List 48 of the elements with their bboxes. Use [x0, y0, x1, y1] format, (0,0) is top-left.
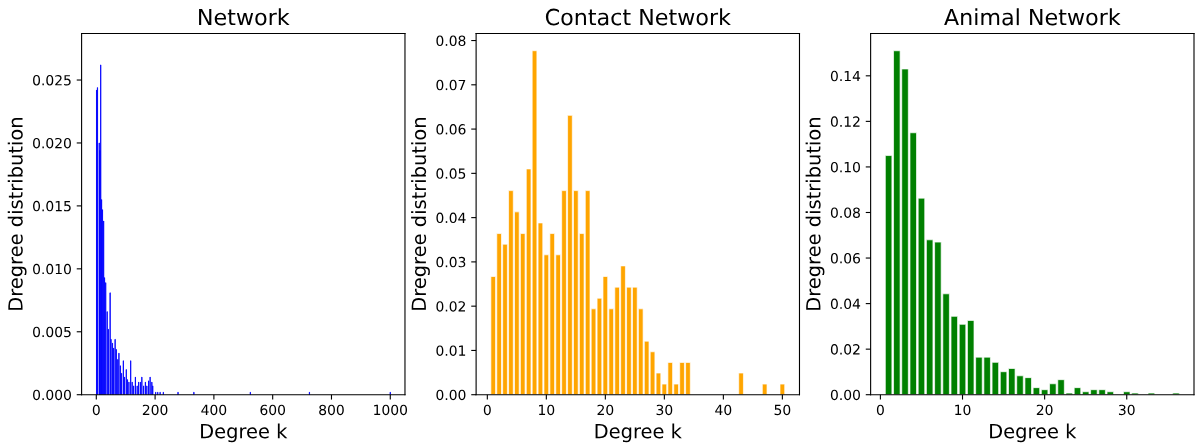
x-tick-label: 400 [201, 404, 227, 416]
x-tick-label: 20 [597, 404, 614, 416]
y-tick-label: 0.02 [830, 344, 860, 355]
x-axis-title: Degree k [990, 423, 1077, 443]
x-tick-label: 10 [539, 404, 555, 416]
y-tick-label: 0.010 [33, 263, 71, 275]
y-axis-title: Dregree distribution [411, 118, 430, 310]
x-tick-label: 200 [142, 404, 168, 416]
y-tick-label: 0.07 [436, 79, 466, 91]
y-tick-label: 0.10 [830, 161, 860, 173]
chart-title: Animal Network [944, 8, 1121, 26]
y-axis-title: Dregree distribution [7, 118, 27, 310]
x-tick-label: 0 [876, 404, 884, 416]
x-tick-label: 50 [774, 404, 791, 416]
x-tick-label: 1000 [374, 404, 408, 416]
x-tick-label: 0 [92, 404, 100, 416]
x-tick-label: 40 [715, 404, 732, 416]
y-tick-label: 0.00 [436, 389, 466, 401]
chart-title: Contact Network [545, 8, 731, 26]
x-axis-title: Degree k [595, 423, 682, 443]
x-tick-label: 0 [483, 404, 491, 416]
y-axis-title: Dregree distribution [805, 118, 825, 310]
y-tick-label: 0.05 [436, 168, 466, 179]
y-tick-label: 0.015 [33, 200, 71, 212]
y-tick-label: 0.06 [830, 253, 861, 264]
y-tick-label: 0.08 [436, 35, 466, 47]
y-tick-label: 0.00 [830, 389, 860, 401]
y-tick-label: 0.06 [436, 124, 466, 135]
x-tick-label: 30 [656, 404, 673, 416]
y-tick-label: 0.02 [436, 301, 465, 312]
y-tick-label: 0.020 [33, 137, 71, 149]
y-tick-label: 0.000 [33, 389, 71, 401]
y-tick-label: 0.03 [436, 256, 466, 268]
y-tick-label: 0.08 [830, 207, 860, 218]
y-tick-label: 0.12 [830, 116, 860, 127]
y-tick-label: 0.14 [830, 70, 861, 82]
x-axis-title: Degree k [201, 423, 288, 443]
chart-title: Network [199, 8, 290, 26]
x-tick-label: 10 [955, 404, 971, 416]
x-tick-label: 20 [1036, 404, 1053, 416]
y-tick-label: 0.01 [436, 345, 466, 356]
y-tick-label: 0.04 [436, 212, 466, 224]
y-tick-label: 0.04 [830, 298, 861, 310]
x-tick-label: 800 [319, 404, 344, 416]
y-tick-label: 0.025 [33, 74, 71, 86]
x-tick-label: 30 [1118, 404, 1135, 416]
x-tick-label: 600 [260, 404, 286, 416]
y-tick-label: 0.005 [33, 326, 71, 338]
